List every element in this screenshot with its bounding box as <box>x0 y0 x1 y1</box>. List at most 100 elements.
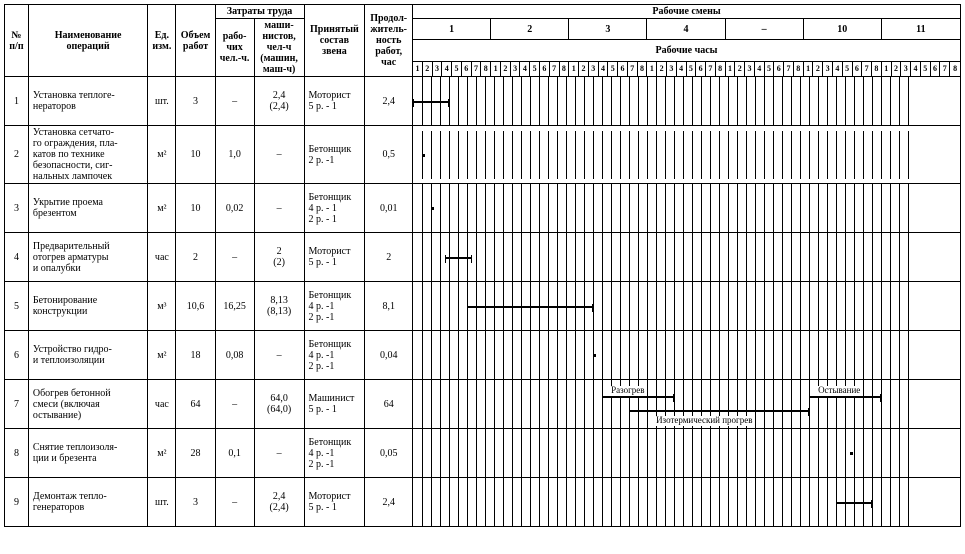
cell-unit: м² <box>148 429 176 478</box>
gantt-cell <box>413 126 961 184</box>
hour-label: 6 <box>930 61 940 76</box>
col-labor-mach: маши-нистов,чел-ч(машин,маш-ч) <box>254 19 304 77</box>
table-row: 4Предварительныйотогрев арматурыи опалуб… <box>5 233 961 282</box>
table-row: 8Снятие теплоизоля-ции и брезентам²280,1… <box>5 429 961 478</box>
hour-label: 3 <box>588 61 598 76</box>
cell-mach: 2,4(2,4) <box>254 77 304 126</box>
hour-label: 1 <box>803 61 813 76</box>
hour-label: 5 <box>920 61 930 76</box>
cell-dur: 2 <box>365 233 413 282</box>
gantt-bar <box>413 101 449 103</box>
gantt-dot <box>431 207 434 210</box>
cell-worker: 1,0 <box>215 126 254 184</box>
hour-label: 2 <box>422 61 432 76</box>
cell-worker: 0,02 <box>215 184 254 233</box>
hour-label: 2 <box>813 61 823 76</box>
cell-mach: 2(2) <box>254 233 304 282</box>
hour-label: 3 <box>745 61 755 76</box>
cell-crew: Бетонщик4 р. -12 р. -1 <box>304 282 365 331</box>
shift-label: 4 <box>647 19 725 40</box>
col-num: №п/п <box>5 5 29 77</box>
gantt-annotation: Разогрев <box>611 386 644 396</box>
gantt-bar <box>629 410 809 412</box>
cell-name: Установка сетчато-го ограждения, пла-кат… <box>28 126 147 184</box>
hour-label: 7 <box>940 61 950 76</box>
work-schedule-table: №п/пНаименованиеоперацийЕд.изм.Объемрабо… <box>4 4 961 527</box>
hour-label: 5 <box>842 61 852 76</box>
col-labor-group: Затраты труда <box>215 5 304 19</box>
hour-label: 3 <box>901 61 911 76</box>
hour-label: 4 <box>442 61 452 76</box>
cell-name: Устройство гидро-и теплоизоляции <box>28 331 147 380</box>
cell-dur: 2,4 <box>365 77 413 126</box>
hour-label: 6 <box>461 61 471 76</box>
col-crew: Принятыйсоставзвена <box>304 5 365 77</box>
hour-label: 8 <box>715 61 725 76</box>
hour-label: 2 <box>500 61 510 76</box>
cell-vol: 64 <box>176 380 215 429</box>
cell-vol: 10 <box>176 126 215 184</box>
hour-label: 5 <box>530 61 540 76</box>
cell-mach: – <box>254 126 304 184</box>
hour-label: 5 <box>608 61 618 76</box>
cell-unit: м² <box>148 126 176 184</box>
hour-label: 8 <box>559 61 569 76</box>
cell-name: Установка теплоге-нераторов <box>28 77 147 126</box>
hour-label: 7 <box>784 61 794 76</box>
gantt-cell <box>413 77 961 126</box>
hour-label: 2 <box>579 61 589 76</box>
cell-vol: 18 <box>176 331 215 380</box>
cell-worker: – <box>215 77 254 126</box>
cell-num: 6 <box>5 331 29 380</box>
cell-name: Снятие теплоизоля-ции и брезента <box>28 429 147 478</box>
hour-label: 6 <box>774 61 784 76</box>
col-duration: Продол-житель-ностьработ,час <box>365 5 413 77</box>
cell-dur: 8,1 <box>365 282 413 331</box>
hour-label: 4 <box>832 61 842 76</box>
cell-num: 4 <box>5 233 29 282</box>
hour-label: 7 <box>862 61 872 76</box>
hour-label: 5 <box>452 61 462 76</box>
cell-worker: 16,25 <box>215 282 254 331</box>
gantt-dot <box>593 354 596 357</box>
hour-label: 6 <box>696 61 706 76</box>
cell-worker: – <box>215 478 254 527</box>
table-row: 3Укрытие проемабрезентомм²100,02–Бетонщи… <box>5 184 961 233</box>
hour-label: 3 <box>823 61 833 76</box>
cell-mach: 2,4(2,4) <box>254 478 304 527</box>
hour-label: 3 <box>432 61 442 76</box>
cell-crew: Бетонщик4 р. - 12 р. - 1 <box>304 184 365 233</box>
cell-name: Демонтаж тепло-генераторов <box>28 478 147 527</box>
hour-label: 4 <box>676 61 686 76</box>
table-row: 2Установка сетчато-го ограждения, пла-ка… <box>5 126 961 184</box>
cell-crew: Моторист5 р. - 1 <box>304 77 365 126</box>
cell-vol: 28 <box>176 429 215 478</box>
cell-unit: м² <box>148 184 176 233</box>
cell-dur: 2,4 <box>365 478 413 527</box>
cell-name: Обогрев бетоннойсмеси (включаяостывание) <box>28 380 147 429</box>
cell-num: 8 <box>5 429 29 478</box>
cell-name: Предварительныйотогрев арматурыи опалубк… <box>28 233 147 282</box>
cell-vol: 3 <box>176 478 215 527</box>
hour-label: 7 <box>627 61 637 76</box>
shift-label: 3 <box>569 19 647 40</box>
cell-name: Бетонированиеконструкции <box>28 282 147 331</box>
hour-label: 7 <box>471 61 481 76</box>
cell-crew: Машинист5 р. - 1 <box>304 380 365 429</box>
shift-label: 1 <box>413 19 491 40</box>
cell-mach: – <box>254 331 304 380</box>
cell-vol: 2 <box>176 233 215 282</box>
col-unit: Ед.изм. <box>148 5 176 77</box>
hour-label: 8 <box>950 61 961 76</box>
cell-vol: 10,6 <box>176 282 215 331</box>
hour-label: 4 <box>754 61 764 76</box>
table-header: №п/пНаименованиеоперацийЕд.изм.Объемрабо… <box>5 5 961 77</box>
cell-unit: шт. <box>148 478 176 527</box>
cell-crew: Моторист5 р. - 1 <box>304 233 365 282</box>
col-name: Наименованиеопераций <box>28 5 147 77</box>
shift-label: 2 <box>491 19 569 40</box>
hour-label: 1 <box>569 61 579 76</box>
cell-worker: – <box>215 380 254 429</box>
table-row: 6Устройство гидро-и теплоизоляциим²180,0… <box>5 331 961 380</box>
cell-worker: 0,08 <box>215 331 254 380</box>
